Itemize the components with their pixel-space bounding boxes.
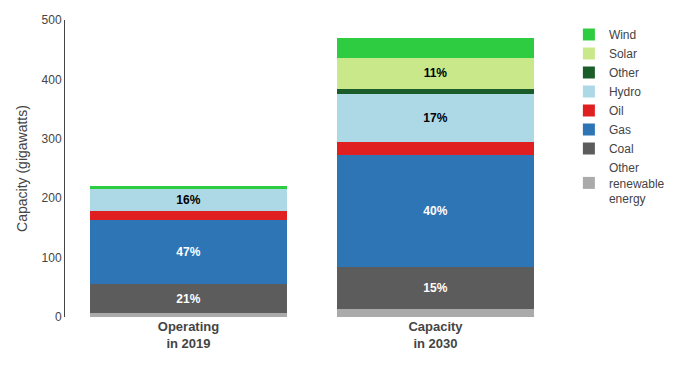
svg-text:11%: 11% (424, 66, 448, 80)
svg-text:Otherrenewableenergy: Otherrenewableenergy (609, 161, 665, 206)
svg-text:Other: Other (609, 66, 639, 80)
svg-text:100: 100 (42, 251, 62, 265)
svg-text:40%: 40% (423, 204, 447, 218)
svg-text:Gas: Gas (609, 123, 631, 137)
svg-text:400: 400 (42, 73, 62, 87)
svg-text:Capacity (gigawatts): Capacity (gigawatts) (14, 105, 30, 232)
svg-text:Hydro: Hydro (609, 85, 641, 99)
svg-text:15%: 15% (423, 281, 447, 295)
svg-text:Coal: Coal (609, 142, 634, 156)
svg-text:Oil: Oil (609, 104, 624, 118)
svg-text:Wind: Wind (609, 28, 636, 42)
svg-text:Capacityin 2030: Capacityin 2030 (408, 319, 463, 351)
svg-text:0: 0 (55, 310, 62, 324)
svg-text:47%: 47% (176, 245, 200, 259)
svg-text:Solar: Solar (609, 47, 637, 61)
svg-text:Operatingin 2019: Operatingin 2019 (158, 319, 219, 351)
svg-text:21%: 21% (176, 292, 200, 306)
svg-text:200: 200 (42, 191, 62, 205)
svg-text:500: 500 (42, 13, 62, 27)
svg-text:16%: 16% (176, 193, 200, 207)
svg-text:300: 300 (42, 132, 62, 146)
svg-text:17%: 17% (423, 111, 447, 125)
